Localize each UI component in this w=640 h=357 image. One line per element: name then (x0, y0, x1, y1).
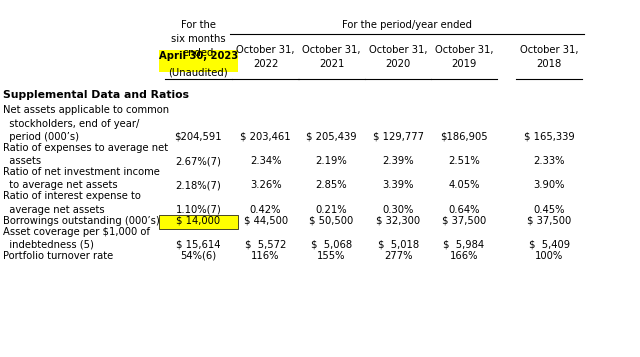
Text: $  5,018: $ 5,018 (378, 240, 419, 250)
Text: $  5,572: $ 5,572 (245, 240, 286, 250)
Text: $ 50,500: $ 50,500 (309, 216, 354, 226)
Text: 277%: 277% (384, 251, 412, 261)
Text: Portfolio turnover rate: Portfolio turnover rate (3, 251, 113, 261)
Text: $ 37,500: $ 37,500 (442, 216, 486, 226)
Text: (Unaudited): (Unaudited) (168, 67, 228, 77)
Text: 2022: 2022 (253, 59, 278, 69)
Text: assets: assets (3, 156, 42, 166)
Text: October 31,: October 31, (520, 45, 579, 55)
Text: For the: For the (181, 20, 216, 30)
Text: 2.34%: 2.34% (250, 156, 282, 166)
Text: 0.21%: 0.21% (316, 205, 348, 215)
FancyBboxPatch shape (159, 50, 238, 72)
Text: $204,591: $204,591 (175, 132, 222, 142)
Text: $ 129,777: $ 129,777 (372, 132, 424, 142)
Text: $ 14,000: $ 14,000 (177, 216, 220, 226)
Text: $ 203,461: $ 203,461 (240, 132, 291, 142)
Text: 2020: 2020 (385, 59, 411, 69)
Text: 155%: 155% (317, 251, 346, 261)
Text: Asset coverage per $1,000 of: Asset coverage per $1,000 of (3, 227, 150, 237)
Text: 2019: 2019 (451, 59, 477, 69)
Text: 3.39%: 3.39% (382, 180, 414, 190)
Text: Supplemental Data and Ratios: Supplemental Data and Ratios (3, 90, 189, 100)
Text: For the period/year ended: For the period/year ended (342, 20, 472, 30)
FancyBboxPatch shape (159, 215, 238, 229)
Text: 54%(6): 54%(6) (180, 251, 216, 261)
Text: Net assets applicable to common: Net assets applicable to common (3, 105, 170, 115)
Text: 2.85%: 2.85% (316, 180, 348, 190)
Text: 2.33%: 2.33% (533, 156, 565, 166)
Text: Ratio of interest expense to: Ratio of interest expense to (3, 191, 141, 201)
Text: 2.19%: 2.19% (316, 156, 348, 166)
Text: 1.10%(7): 1.10%(7) (175, 205, 221, 215)
Text: ended: ended (182, 48, 214, 58)
Text: October 31,: October 31, (369, 45, 428, 55)
Text: 0.64%: 0.64% (448, 205, 480, 215)
Text: indebtedness (5): indebtedness (5) (3, 240, 94, 250)
Text: 100%: 100% (535, 251, 563, 261)
Text: Borrowings outstanding (000’s): Borrowings outstanding (000’s) (3, 216, 160, 226)
Text: $  5,984: $ 5,984 (444, 240, 484, 250)
Text: 116%: 116% (252, 251, 280, 261)
Text: 2.39%: 2.39% (382, 156, 414, 166)
Text: $ 32,300: $ 32,300 (376, 216, 420, 226)
Text: 0.42%: 0.42% (250, 205, 282, 215)
Text: 2021: 2021 (319, 59, 344, 69)
Text: 3.26%: 3.26% (250, 180, 282, 190)
Text: average net assets: average net assets (3, 205, 105, 215)
Text: 4.05%: 4.05% (448, 180, 480, 190)
Text: 3.90%: 3.90% (533, 180, 565, 190)
Text: 0.30%: 0.30% (382, 205, 414, 215)
Text: 166%: 166% (450, 251, 478, 261)
Text: 2.18%(7): 2.18%(7) (175, 180, 221, 190)
Text: October 31,: October 31, (302, 45, 361, 55)
Text: $ 165,339: $ 165,339 (524, 132, 575, 142)
Text: $ 15,614: $ 15,614 (176, 240, 221, 250)
Text: to average net assets: to average net assets (3, 180, 118, 190)
Text: 2.67%(7): 2.67%(7) (175, 156, 221, 166)
Text: $ 44,500: $ 44,500 (244, 216, 287, 226)
Text: $ 37,500: $ 37,500 (527, 216, 572, 226)
Text: April 30, 2023: April 30, 2023 (159, 51, 238, 61)
Text: period (000’s): period (000’s) (3, 132, 79, 142)
Text: 0.45%: 0.45% (533, 205, 565, 215)
Text: October 31,: October 31, (236, 45, 295, 55)
Text: $  5,068: $ 5,068 (311, 240, 352, 250)
Text: $ 205,439: $ 205,439 (306, 132, 357, 142)
Text: 2.51%: 2.51% (448, 156, 480, 166)
Text: $  5,409: $ 5,409 (529, 240, 570, 250)
Text: $186,905: $186,905 (440, 132, 488, 142)
Text: Ratio of expenses to average net: Ratio of expenses to average net (3, 143, 168, 153)
Text: stockholders, end of year/: stockholders, end of year/ (3, 119, 140, 129)
Text: Ratio of net investment income: Ratio of net investment income (3, 167, 160, 177)
Text: 2018: 2018 (536, 59, 562, 69)
Text: six months: six months (171, 34, 226, 44)
Text: October 31,: October 31, (435, 45, 493, 55)
